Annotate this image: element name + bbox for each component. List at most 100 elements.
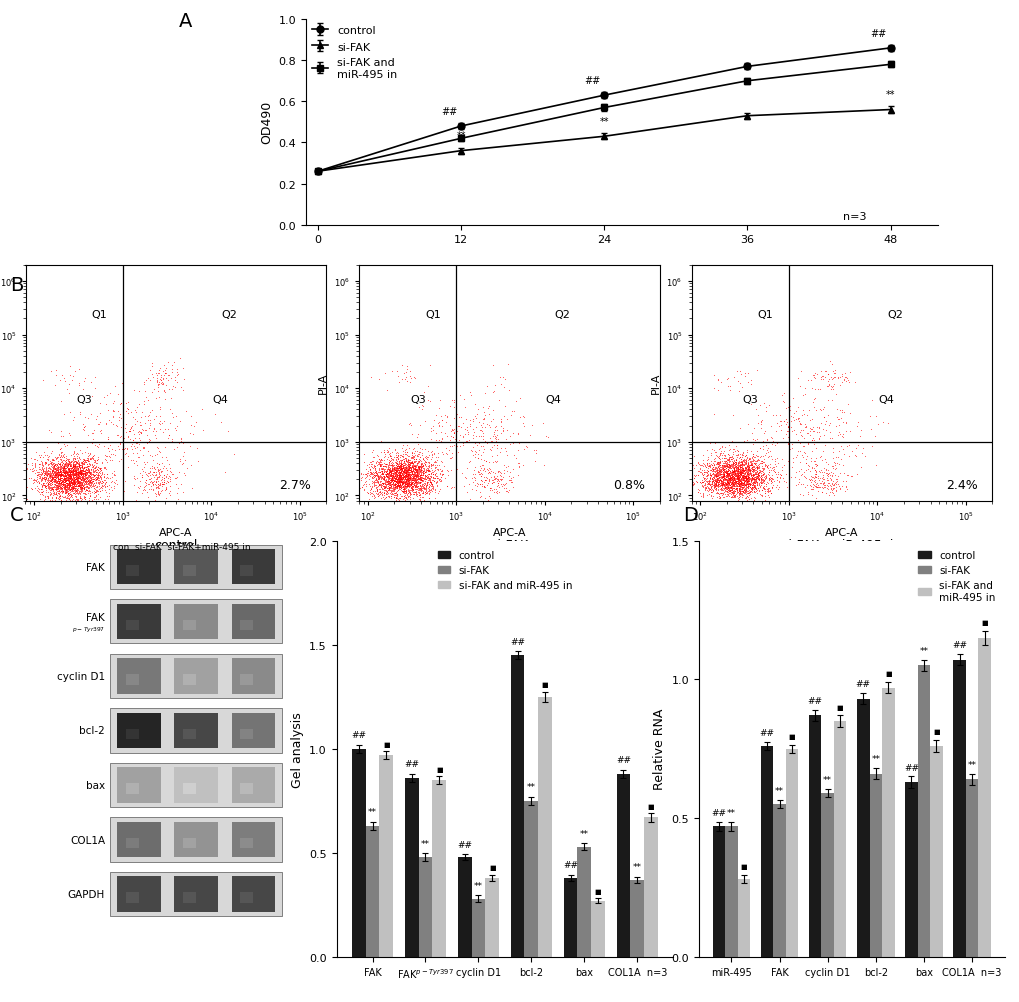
Point [74,478,91,494]
Point [60,491,76,507]
Point [697,472,713,488]
Bar [418,857,432,957]
Point [719,482,736,498]
Point [405,470,421,486]
Point [383,474,399,490]
Point [378,466,394,482]
Point [527,442,543,458]
Point [718,477,735,493]
Point [745,463,761,479]
Point [471,428,487,444]
Point [416,385,432,401]
Point [81,469,97,485]
Point [684,474,700,490]
Point [56,469,72,485]
Point [63,465,79,481]
Point [704,462,720,478]
Point [403,470,419,486]
Point [182,409,199,425]
Point [833,439,849,455]
Text: GAPDH: GAPDH [67,889,105,899]
Point [747,402,763,418]
Point [754,460,770,476]
Point [405,490,421,506]
Point [67,457,84,473]
Point [137,474,153,490]
Point [735,472,751,488]
Point [727,456,743,472]
Point [62,482,78,498]
Point [56,461,72,477]
Point [99,448,115,464]
Point [150,473,166,489]
Point [419,452,435,468]
Point [87,455,103,471]
Point [400,462,417,478]
Point [723,477,740,493]
Point [62,454,78,470]
Point [72,465,89,481]
Point [399,461,416,477]
Point [52,489,68,505]
Point [162,479,178,495]
Point [68,455,85,471]
Point [401,469,418,485]
Point [420,484,436,500]
Point [46,475,62,491]
Point [384,467,400,483]
Point [62,473,78,489]
Point [409,463,425,479]
Point [738,468,754,484]
Point [379,442,395,458]
Point [721,477,738,493]
Point [488,478,504,494]
Point [838,439,854,455]
Point [720,486,737,502]
Point [726,472,742,488]
Point [736,474,752,490]
Point [705,467,721,483]
Bar [965,780,977,957]
Point [714,462,731,478]
Point [411,450,427,466]
Point [708,478,725,494]
Point [718,466,735,482]
Point [731,478,747,494]
Point [745,479,761,495]
Point [738,473,754,489]
Point [55,483,71,499]
Point [65,482,82,498]
Point [74,463,91,479]
Point [704,488,720,504]
Point [51,474,67,490]
Point [702,467,718,483]
Point [455,478,472,494]
Point [689,468,705,484]
Point [55,460,71,476]
Point [739,485,755,501]
Point [757,457,773,473]
Point [93,461,109,477]
Point [64,456,81,472]
Point [142,463,158,479]
Point [415,451,431,467]
Point [85,470,101,486]
Point [736,456,752,472]
Point [381,457,397,473]
Point [156,367,172,383]
Point [158,490,174,506]
Point [68,469,85,485]
Point [771,467,788,483]
Point [139,436,155,452]
Point [67,467,84,483]
Y-axis label: PI-A: PI-A [650,373,660,394]
Point [81,484,97,500]
Point [148,480,164,496]
Point [23,461,40,477]
Point [715,450,732,466]
Point [411,452,427,468]
Point [723,459,740,475]
Point [387,461,404,477]
Point [426,446,442,462]
Point [693,462,709,478]
